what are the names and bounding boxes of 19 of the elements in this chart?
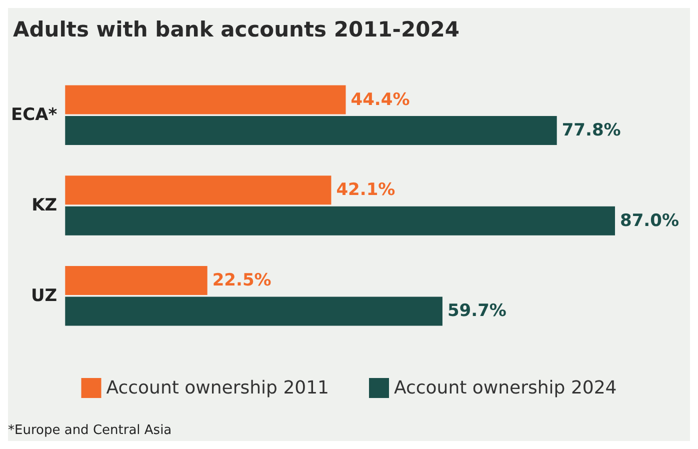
bar [65, 85, 346, 114]
data-label: 22.5% [212, 270, 272, 290]
data-label: 77.8% [562, 120, 621, 141]
bar [65, 266, 208, 295]
data-label: 59.7% [447, 301, 506, 322]
bar [65, 206, 615, 236]
bar [65, 116, 557, 146]
chart-title: Adults with bank accounts 2011-2024 [13, 18, 460, 42]
text: *Europe and Central Asia [8, 423, 172, 438]
bar [65, 176, 332, 205]
bar [65, 296, 442, 326]
data-label: 87.0% [620, 210, 679, 231]
y-tick-label: KZ [32, 196, 58, 216]
y-tick-label: UZ [30, 286, 58, 306]
legend-label: Account ownership 2024 [394, 378, 617, 398]
data-label: 42.1% [336, 180, 396, 200]
data-label: 44.4% [350, 90, 410, 110]
y-tick-label: ECA* [10, 105, 58, 126]
legend-label: Account ownership 2011 [106, 378, 330, 398]
